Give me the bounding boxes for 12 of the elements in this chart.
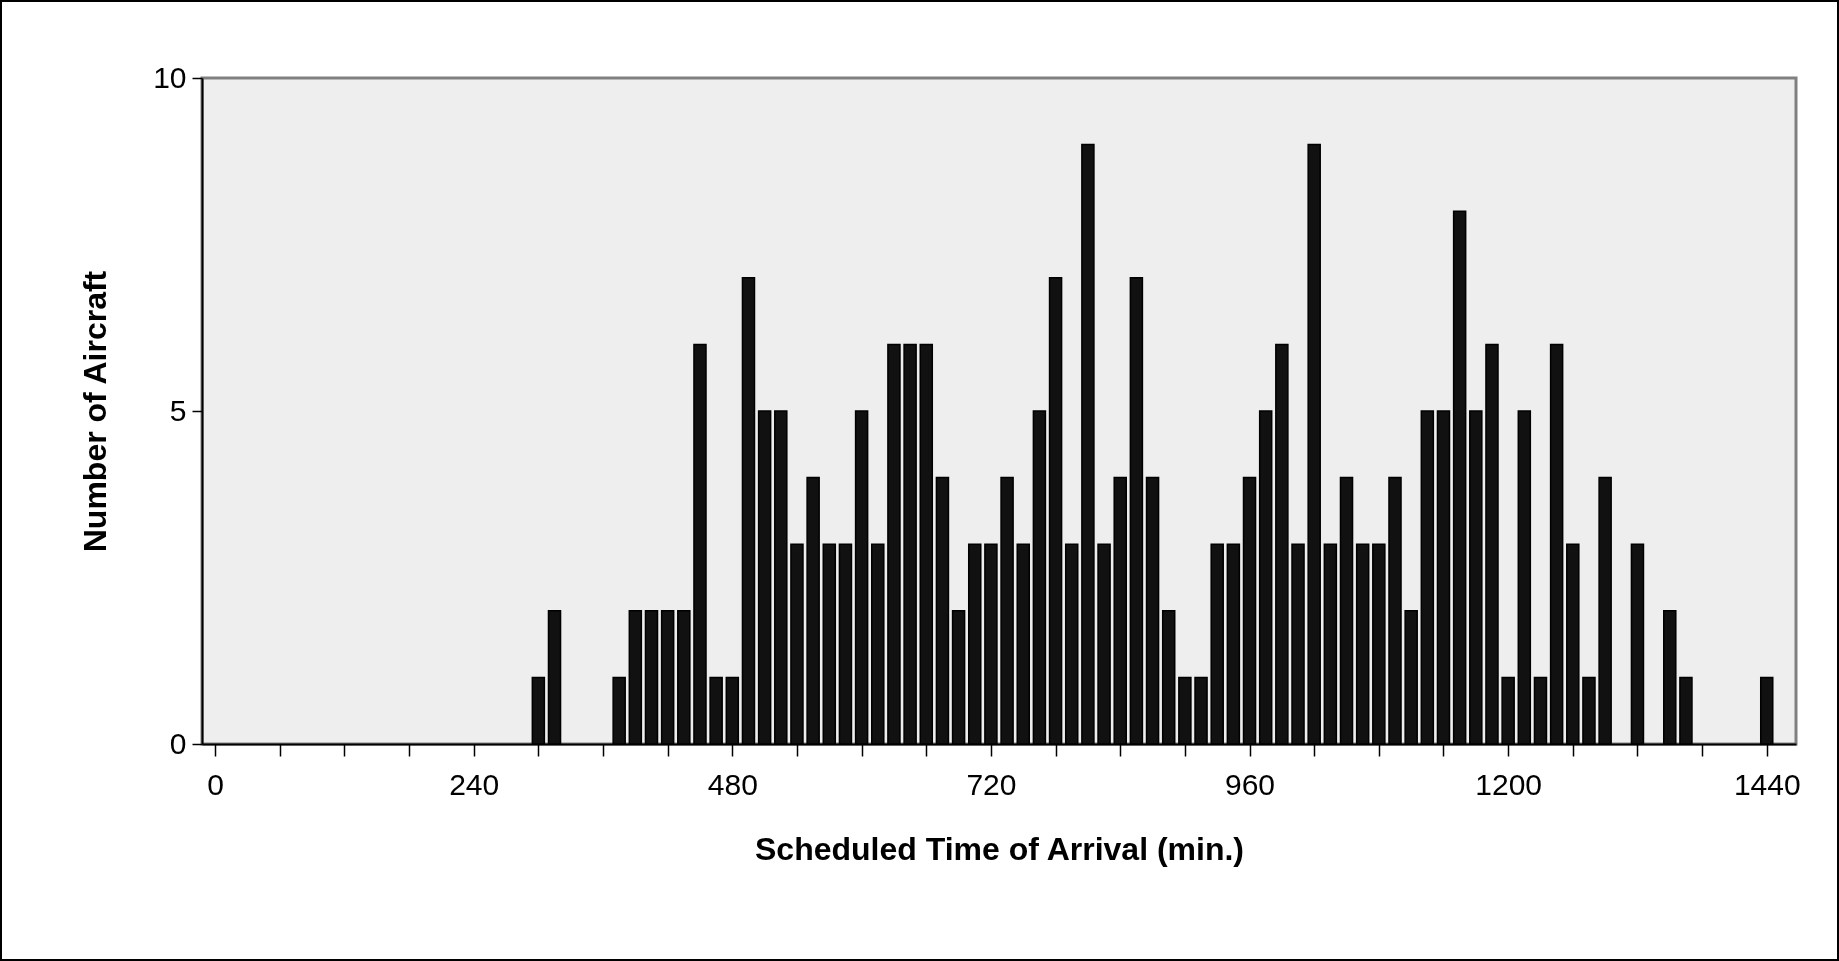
y-tick-label: 5: [169, 393, 187, 427]
y-axis-title: Number of Aircraft: [77, 270, 114, 553]
x-tick-label: 1440: [1733, 767, 1801, 801]
x-tick-label: 240: [449, 767, 500, 801]
x-tick-label: 1200: [1475, 767, 1543, 801]
x-tick-label: 720: [966, 767, 1017, 801]
x-axis-title: Scheduled Time of Arrival (min.): [755, 830, 1244, 867]
x-tick-label: 960: [1225, 767, 1276, 801]
y-tick-label: 10: [153, 60, 187, 94]
x-tick-label: 480: [707, 767, 758, 801]
x-tick-label: 0: [207, 767, 224, 801]
y-tick-label: 0: [169, 726, 187, 760]
